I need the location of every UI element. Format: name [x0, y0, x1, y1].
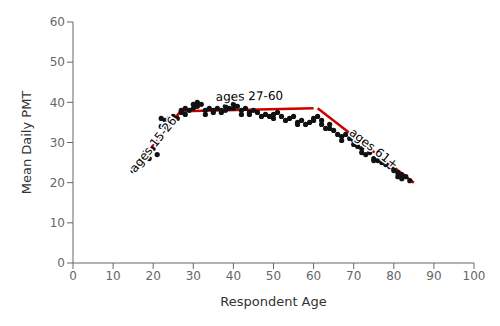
svg-text:ages 15-26: ages 15-26: [127, 114, 180, 175]
svg-text:10: 10: [105, 269, 120, 283]
svg-text:40: 40: [226, 269, 241, 283]
svg-text:20: 20: [146, 269, 161, 283]
svg-text:ages 27-60: ages 27-60: [216, 89, 284, 104]
svg-text:90: 90: [426, 269, 441, 283]
svg-text:Mean Daily PMT: Mean Daily PMT: [19, 91, 34, 195]
svg-text:0: 0: [69, 269, 77, 283]
svg-text:100: 100: [463, 269, 486, 283]
svg-text:0: 0: [57, 256, 65, 270]
svg-text:40: 40: [50, 96, 65, 110]
svg-text:60: 60: [50, 15, 65, 29]
svg-text:50: 50: [266, 269, 281, 283]
svg-text:50: 50: [50, 55, 65, 69]
svg-text:10: 10: [50, 216, 65, 230]
svg-text:Respondent Age: Respondent Age: [220, 294, 327, 309]
svg-text:30: 30: [50, 136, 65, 150]
svg-text:80: 80: [386, 269, 401, 283]
svg-text:70: 70: [346, 269, 361, 283]
svg-text:ages 61+: ages 61+: [347, 125, 401, 171]
svg-text:20: 20: [50, 176, 65, 190]
svg-text:30: 30: [186, 269, 201, 283]
svg-text:60: 60: [306, 269, 321, 283]
